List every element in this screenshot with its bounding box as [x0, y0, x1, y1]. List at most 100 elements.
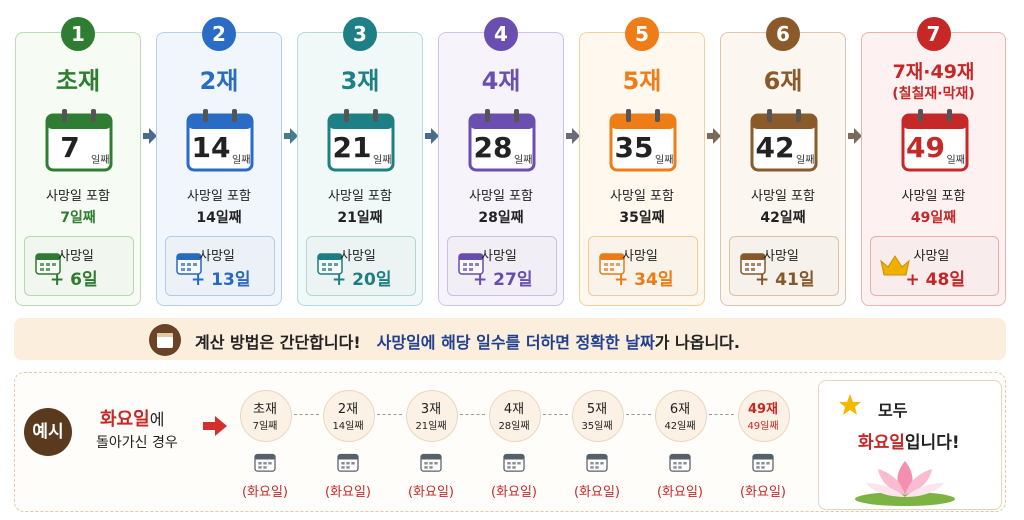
calendar-icon	[900, 107, 970, 177]
step-arrow	[566, 128, 580, 148]
example-calendar-icon	[752, 452, 774, 476]
example-calendar-icon-part	[420, 453, 442, 472]
calendar-icon-part	[373, 109, 378, 122]
offset-calendar-icon	[35, 251, 61, 279]
offset-calendar-icon-part	[745, 263, 749, 266]
example-circle	[240, 390, 292, 442]
example-arrow-part	[203, 416, 227, 436]
conclusion-day: 화요일	[858, 433, 905, 453]
crown-icon	[879, 253, 911, 281]
offset-calendar-icon-part	[181, 263, 185, 266]
step-arrow	[284, 128, 298, 148]
step-title: 초재	[55, 67, 101, 95]
step-number: 2	[202, 17, 236, 51]
calendar-day: 49	[906, 131, 945, 164]
example-calendar-icon-part	[587, 454, 607, 460]
example-calendar-icon-part	[434, 462, 438, 465]
offset-calendar-icon-part	[616, 263, 620, 266]
step-number: 6	[766, 17, 800, 51]
example-calendar-icon-part	[424, 462, 438, 469]
example-calendar-icon-part	[424, 462, 428, 465]
example-calendar-icon-part	[507, 462, 511, 465]
example-calendar-icon-part	[586, 453, 608, 472]
step-arrow-part	[707, 128, 721, 144]
example-calendar-icon-part	[590, 462, 594, 465]
example-calendar-icon-part	[258, 462, 262, 465]
step-title: 7재·49재	[892, 61, 975, 83]
included-day: 42일째	[760, 210, 806, 226]
calendar-icon-part	[62, 109, 67, 122]
offset-value: + 27일	[473, 270, 533, 290]
offset-box: 사망일 + 48일	[870, 236, 999, 296]
example-day-particle: 에	[149, 410, 165, 429]
example-item-day: 28일째	[498, 421, 530, 432]
example-calendar-icon-part	[512, 466, 516, 469]
step-arrow	[707, 128, 721, 148]
example-item-name: 초재	[253, 402, 277, 417]
calendar-icon	[44, 107, 114, 177]
step-title: 2재	[199, 67, 239, 95]
offset-calendar-icon-part	[604, 268, 608, 271]
calendar-icon-part	[468, 109, 536, 172]
example-calendar-icon-part	[595, 462, 599, 465]
offset-box: 사망일 + 41일	[729, 236, 839, 296]
example-calendar-icon-part	[341, 466, 345, 469]
step-arrow	[425, 128, 439, 148]
step-number: 4	[484, 17, 518, 51]
offset-value: + 48일	[905, 270, 965, 290]
example-arrow-part	[203, 416, 227, 436]
calendar-day-suffix: 일째	[796, 155, 815, 166]
offset-calendar-icon-part	[745, 268, 749, 271]
example-connector	[626, 414, 651, 415]
step-arrow-part	[425, 128, 439, 144]
lotus-icon-part	[878, 469, 905, 495]
calendar-icon-part	[626, 109, 631, 122]
offset-calendar-icon-part	[469, 268, 473, 271]
included-day: 49일째	[910, 210, 957, 226]
calendar-icon	[749, 107, 819, 177]
offset-calendar-icon-part	[463, 263, 467, 266]
offset-calendar-icon-part	[751, 263, 755, 266]
calendar-day-suffix: 일째	[514, 155, 533, 166]
example-connector	[709, 414, 734, 415]
calendar-icon-part	[609, 109, 677, 172]
offset-calendar-icon-part	[328, 268, 332, 271]
example-calendar-icon-part	[752, 453, 774, 472]
offset-calendar-icon-part	[322, 263, 338, 271]
crown-icon-part	[880, 255, 910, 276]
step-number: 1	[61, 17, 95, 51]
example-calendar-icon	[503, 452, 525, 476]
example-calendar-icon-part	[761, 462, 765, 465]
offset-calendar-icon-part	[181, 268, 185, 271]
example-day-name: 화요일	[100, 409, 150, 430]
step-arrow-part	[848, 128, 862, 144]
example-calendar-icon-part	[337, 453, 359, 472]
example-calendar-icon-part	[424, 466, 428, 469]
offset-label: 사망일	[199, 249, 235, 264]
example-calendar-icon-part	[429, 466, 433, 469]
example-calendar-icon-part	[429, 462, 433, 465]
step-card: 3재 21 일째 사망일 포함 21일째 사망일 + 20일	[297, 32, 423, 306]
offset-calendar-icon-part	[187, 263, 191, 266]
offset-calendar-icon-part	[40, 263, 44, 266]
step-arrow	[143, 128, 157, 148]
step-arrow-part	[284, 128, 298, 144]
included-day: 28일째	[478, 210, 524, 226]
example-calendar-icon-part	[341, 462, 355, 469]
included-day: 7일째	[60, 210, 96, 226]
example-weekday: (화요일)	[241, 485, 289, 500]
offset-label: 사망일	[622, 249, 658, 264]
calendar-icon-part	[485, 109, 490, 122]
offset-calendar-icon-part	[334, 263, 338, 266]
example-calendar-icon-part	[263, 466, 267, 469]
calendar-day-suffix: 일째	[232, 155, 251, 166]
calendar-day: 28	[473, 131, 513, 164]
example-item-day: 14일째	[332, 421, 364, 432]
calendar-icon-part	[901, 109, 968, 172]
calendar-day: 35	[614, 131, 654, 164]
star-icon-part	[839, 394, 861, 415]
example-calendar-icon-part	[258, 466, 262, 469]
example-circle	[572, 390, 624, 442]
offset-calendar-icon-part	[35, 253, 61, 275]
offset-label: 사망일	[58, 249, 94, 264]
